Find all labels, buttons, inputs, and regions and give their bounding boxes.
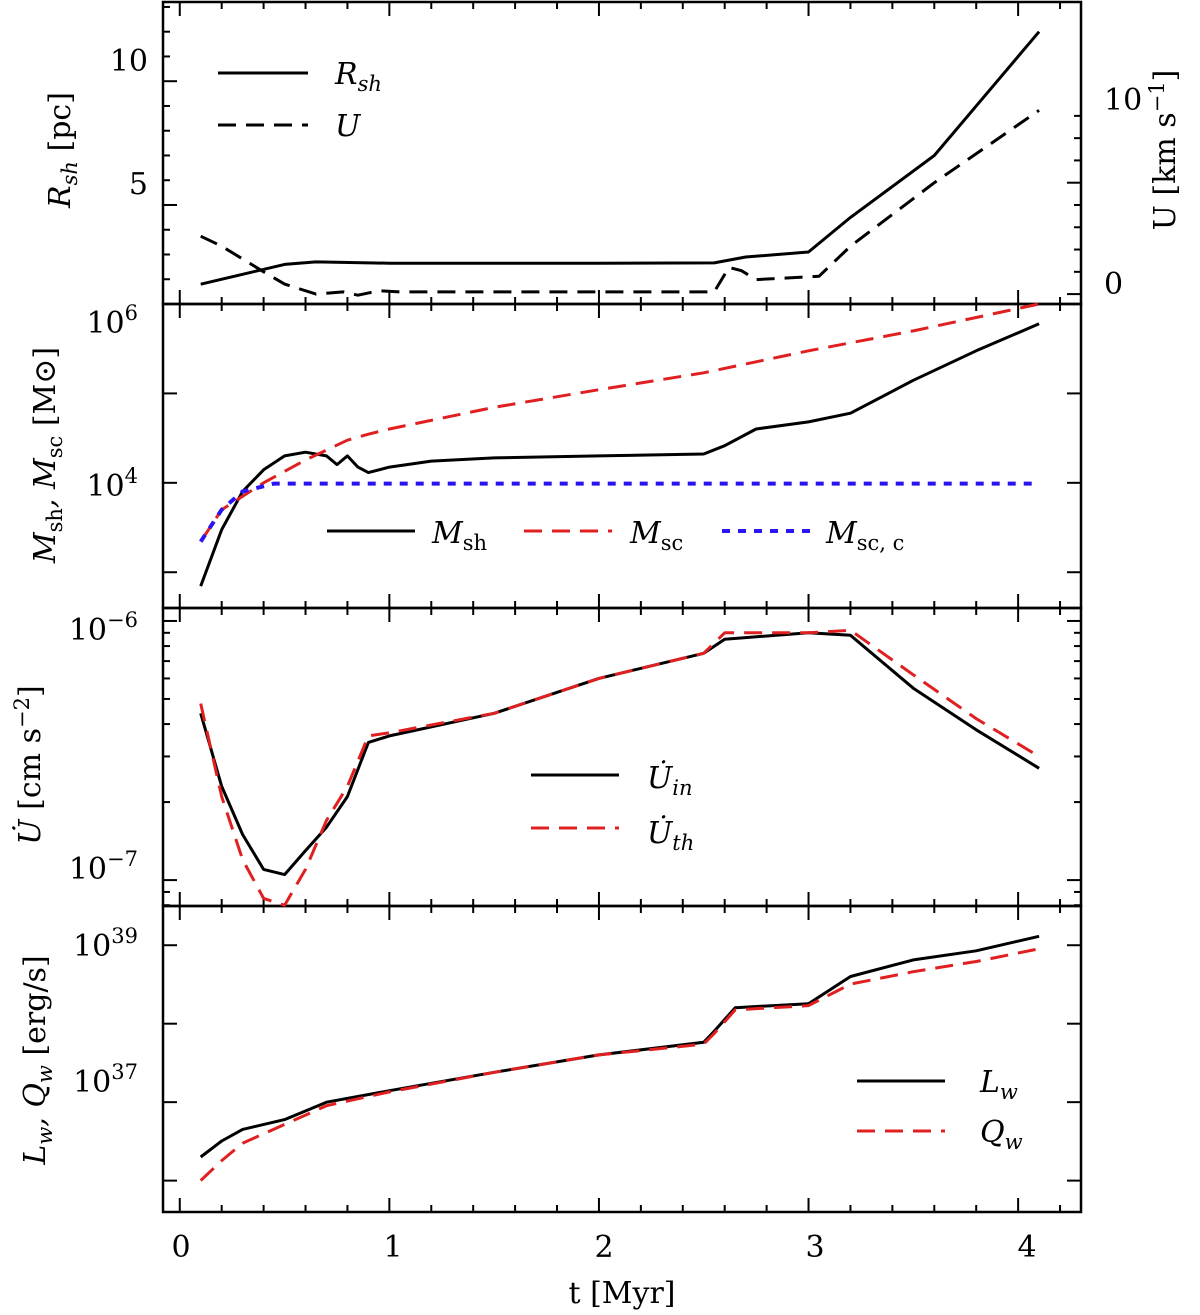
p2-legend: Msh Msc Msc, c	[327, 516, 904, 555]
legend-label-Msc: Msc	[629, 516, 683, 555]
legend-label-Mscc: Msc, c	[825, 516, 904, 555]
p4-ylabel: Lw, Qw [erg/s]	[18, 955, 57, 1165]
p3-ylabel: U̇ [cm s−2]	[10, 685, 48, 844]
legend-label-Rsh: Rsh	[334, 57, 382, 96]
p1-right-ytick-0: 0	[1104, 267, 1123, 302]
series-line-p3-U-in	[199, 631, 1040, 877]
series-line-p1-R-sh	[200, 30, 1041, 286]
p2-ylabel: Msh, Msc [M⊙]	[28, 347, 67, 564]
x-tick-label-4: 4	[1017, 1230, 1036, 1265]
series-line-p2-M-sc-c	[199, 481, 1040, 543]
p1-ylabel-right: U [km s−1]	[1145, 70, 1183, 231]
legend-label-U: U	[335, 109, 362, 144]
x-tick-label-0: 0	[171, 1230, 190, 1265]
x-tick-label-2: 2	[594, 1230, 613, 1265]
p3-ytick-1e-6: 10−6	[69, 608, 138, 648]
tick-marks	[163, 2, 1081, 1212]
panel-4-frame	[161, 904, 1083, 1214]
series-line-p4-Q-w	[199, 947, 1040, 1182]
legend-label-Lw: Lw	[979, 1065, 1018, 1104]
p4-ytick-1e39: 1039	[73, 924, 138, 964]
series-line-p4-L-w	[199, 934, 1040, 1159]
p3-ytick-1e-7: 10−7	[69, 847, 138, 887]
series-line-p3-U-th	[199, 628, 1040, 907]
panel-1-frame	[161, 0, 1083, 306]
series-line-p2-M-sh	[199, 322, 1040, 587]
legend-label-Msh: Msh	[431, 516, 487, 555]
legend-label-Qw: Qw	[980, 1115, 1023, 1154]
p1-ytick-10: 10	[110, 44, 148, 79]
p1-ylabel: Rsh [pc]	[43, 92, 82, 209]
series-line-p2-M-sc	[199, 302, 1040, 543]
legend-label-Uth: U̇th	[647, 816, 694, 855]
p2-ytick-1e4: 104	[86, 464, 138, 504]
x-tick-label-1: 1	[383, 1230, 402, 1265]
p3-legend: U̇in U̇th	[531, 761, 694, 855]
p1-legend: Rsh U	[218, 57, 382, 144]
panel-3-frame	[161, 606, 1083, 908]
p2-ytick-1e6: 106	[86, 301, 138, 341]
p1-right-ytick-10: 10	[1104, 83, 1142, 118]
p4-ytick-1e37: 1037	[73, 1060, 138, 1100]
p1-ytick-5: 5	[129, 167, 148, 202]
legend-label-Uin: U̇in	[647, 761, 693, 800]
x-axis-label: t [Myr]	[568, 1276, 675, 1311]
data-curves	[199, 30, 1041, 1182]
x-tick-labels: 0 1 2 3 4	[171, 1230, 1036, 1265]
x-tick-label-3: 3	[805, 1230, 824, 1265]
p4-legend: Lw Qw	[857, 1065, 1023, 1154]
series-line-p1-U	[200, 109, 1040, 297]
